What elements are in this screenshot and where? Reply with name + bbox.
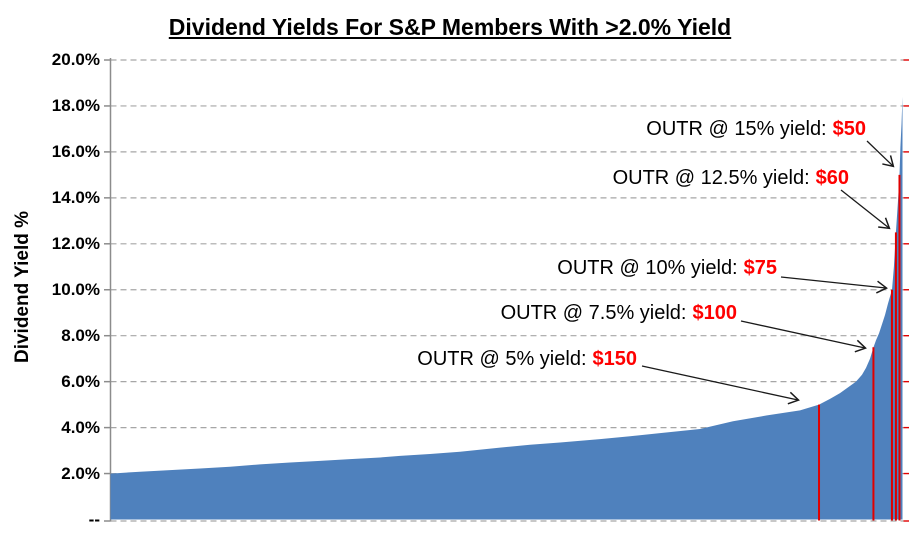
annotation-arrow-15 xyxy=(866,140,895,168)
annotation-label: OUTR @ 5% yield: xyxy=(417,348,587,370)
annotation-label: OUTR @ 15% yield: xyxy=(646,118,827,140)
y-tick-label: 8.0% xyxy=(61,325,100,345)
annotation-outr-7.5: OUTR @ 7.5% yield: $100 xyxy=(501,300,737,326)
annotation-arrow-7.5 xyxy=(740,320,867,353)
annotation-outr-5: OUTR @ 5% yield: $150 xyxy=(417,346,637,372)
y-tick-label: 14.0% xyxy=(51,187,100,207)
y-tick-label: -- xyxy=(88,509,100,529)
y-tick-label: 12.0% xyxy=(51,233,100,253)
y-tick-label: 2.0% xyxy=(61,463,100,483)
annotation-price-value: $100 xyxy=(692,302,738,324)
y-tick-label: 10.0% xyxy=(51,279,100,299)
y-tick-label: 18.0% xyxy=(51,95,100,115)
annotation-arrow-5 xyxy=(641,365,800,405)
annotation-outr-12.5: OUTR @ 12.5% yield: $60 xyxy=(613,165,849,191)
annotation-label: OUTR @ 12.5% yield: xyxy=(612,167,810,189)
annotation-outr-15: OUTR @ 15% yield: $50 xyxy=(646,116,866,142)
annotation-label: OUTR @ 7.5% yield: xyxy=(500,302,687,324)
annotation-arrow-12.5 xyxy=(840,189,891,230)
yield-area-series xyxy=(110,96,903,520)
y-tick-label: 20.0% xyxy=(51,50,100,69)
y-tick-label: 6.0% xyxy=(61,371,100,391)
chart-title: Dividend Yields For S&P Members With >2.… xyxy=(168,14,732,40)
annotation-price-value: $60 xyxy=(815,167,849,189)
annotation-price-value: $75 xyxy=(743,257,777,279)
annotation-price-value: $150 xyxy=(592,348,638,370)
annotation-outr-10: OUTR @ 10% yield: $75 xyxy=(557,255,777,281)
annotation-price-value: $50 xyxy=(832,118,866,140)
annotation-label: OUTR @ 10% yield: xyxy=(557,257,738,279)
annotation-arrow-10 xyxy=(780,276,888,294)
y-tick-label: 4.0% xyxy=(61,417,100,437)
y-tick-label: 16.0% xyxy=(51,141,100,161)
